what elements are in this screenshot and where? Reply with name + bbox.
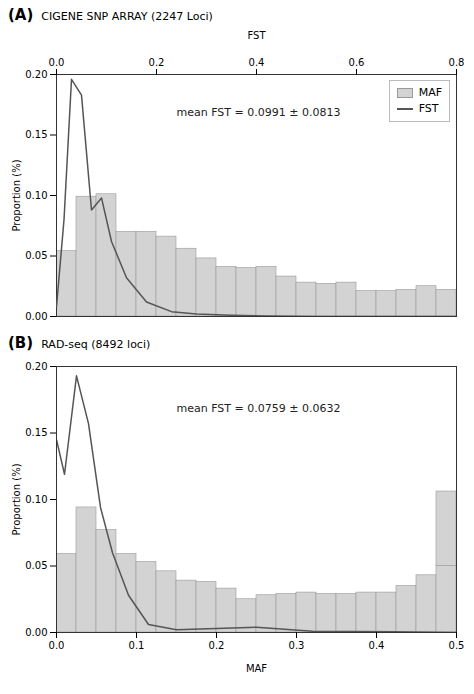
svg-text:mean FST = 0.0991 ± 0.0813: mean FST = 0.0991 ± 0.0813 <box>177 106 341 119</box>
svg-text:0.1: 0.1 <box>129 640 145 651</box>
svg-text:0.15: 0.15 <box>25 427 47 438</box>
svg-text:0.0: 0.0 <box>49 640 65 651</box>
svg-text:0.2: 0.2 <box>149 57 165 68</box>
html-text:RAD-seq (8492 loci): RAD-seq (8492 loci) <box>41 338 151 351</box>
html-text:(B): (B) <box>8 334 34 352</box>
svg-text:0.10: 0.10 <box>25 494 47 505</box>
svg-text:0.4: 0.4 <box>249 57 265 68</box>
svg-text:0.05: 0.05 <box>25 560 47 571</box>
svg-text:0.00: 0.00 <box>25 311 47 322</box>
svg-text:0.20: 0.20 <box>25 361 47 372</box>
html-text:MAF: MAF <box>418 86 442 99</box>
svg-text:MAF: MAF <box>246 663 267 674</box>
svg-text:0.6: 0.6 <box>349 57 365 68</box>
svg-text:0.2: 0.2 <box>209 640 225 651</box>
svg-text:0.15: 0.15 <box>25 129 47 140</box>
svg-text:FST: FST <box>247 30 266 41</box>
svg-text:mean FST = 0.0759 ± 0.0632: mean FST = 0.0759 ± 0.0632 <box>177 402 341 415</box>
svg-text:0.20: 0.20 <box>25 69 47 80</box>
svg-text:Proportion (%): Proportion (%) <box>11 463 22 535</box>
svg-text:0.3: 0.3 <box>289 640 305 651</box>
html-text:(A): (A) <box>8 6 34 24</box>
svg-text:0.0: 0.0 <box>49 57 65 68</box>
svg-text:0.10: 0.10 <box>25 190 47 201</box>
svg-text:0.05: 0.05 <box>25 250 47 261</box>
svg-text:0.8: 0.8 <box>449 57 465 68</box>
html-text:FST: FST <box>418 102 439 115</box>
html-text:CIGENE SNP ARRAY (2247 Loci): CIGENE SNP ARRAY (2247 Loci) <box>41 10 213 23</box>
svg-text:0.00: 0.00 <box>25 627 47 638</box>
svg-text:0.5: 0.5 <box>449 640 465 651</box>
svg-text:0.4: 0.4 <box>369 640 385 651</box>
svg-text:Proportion (%): Proportion (%) <box>11 159 22 231</box>
